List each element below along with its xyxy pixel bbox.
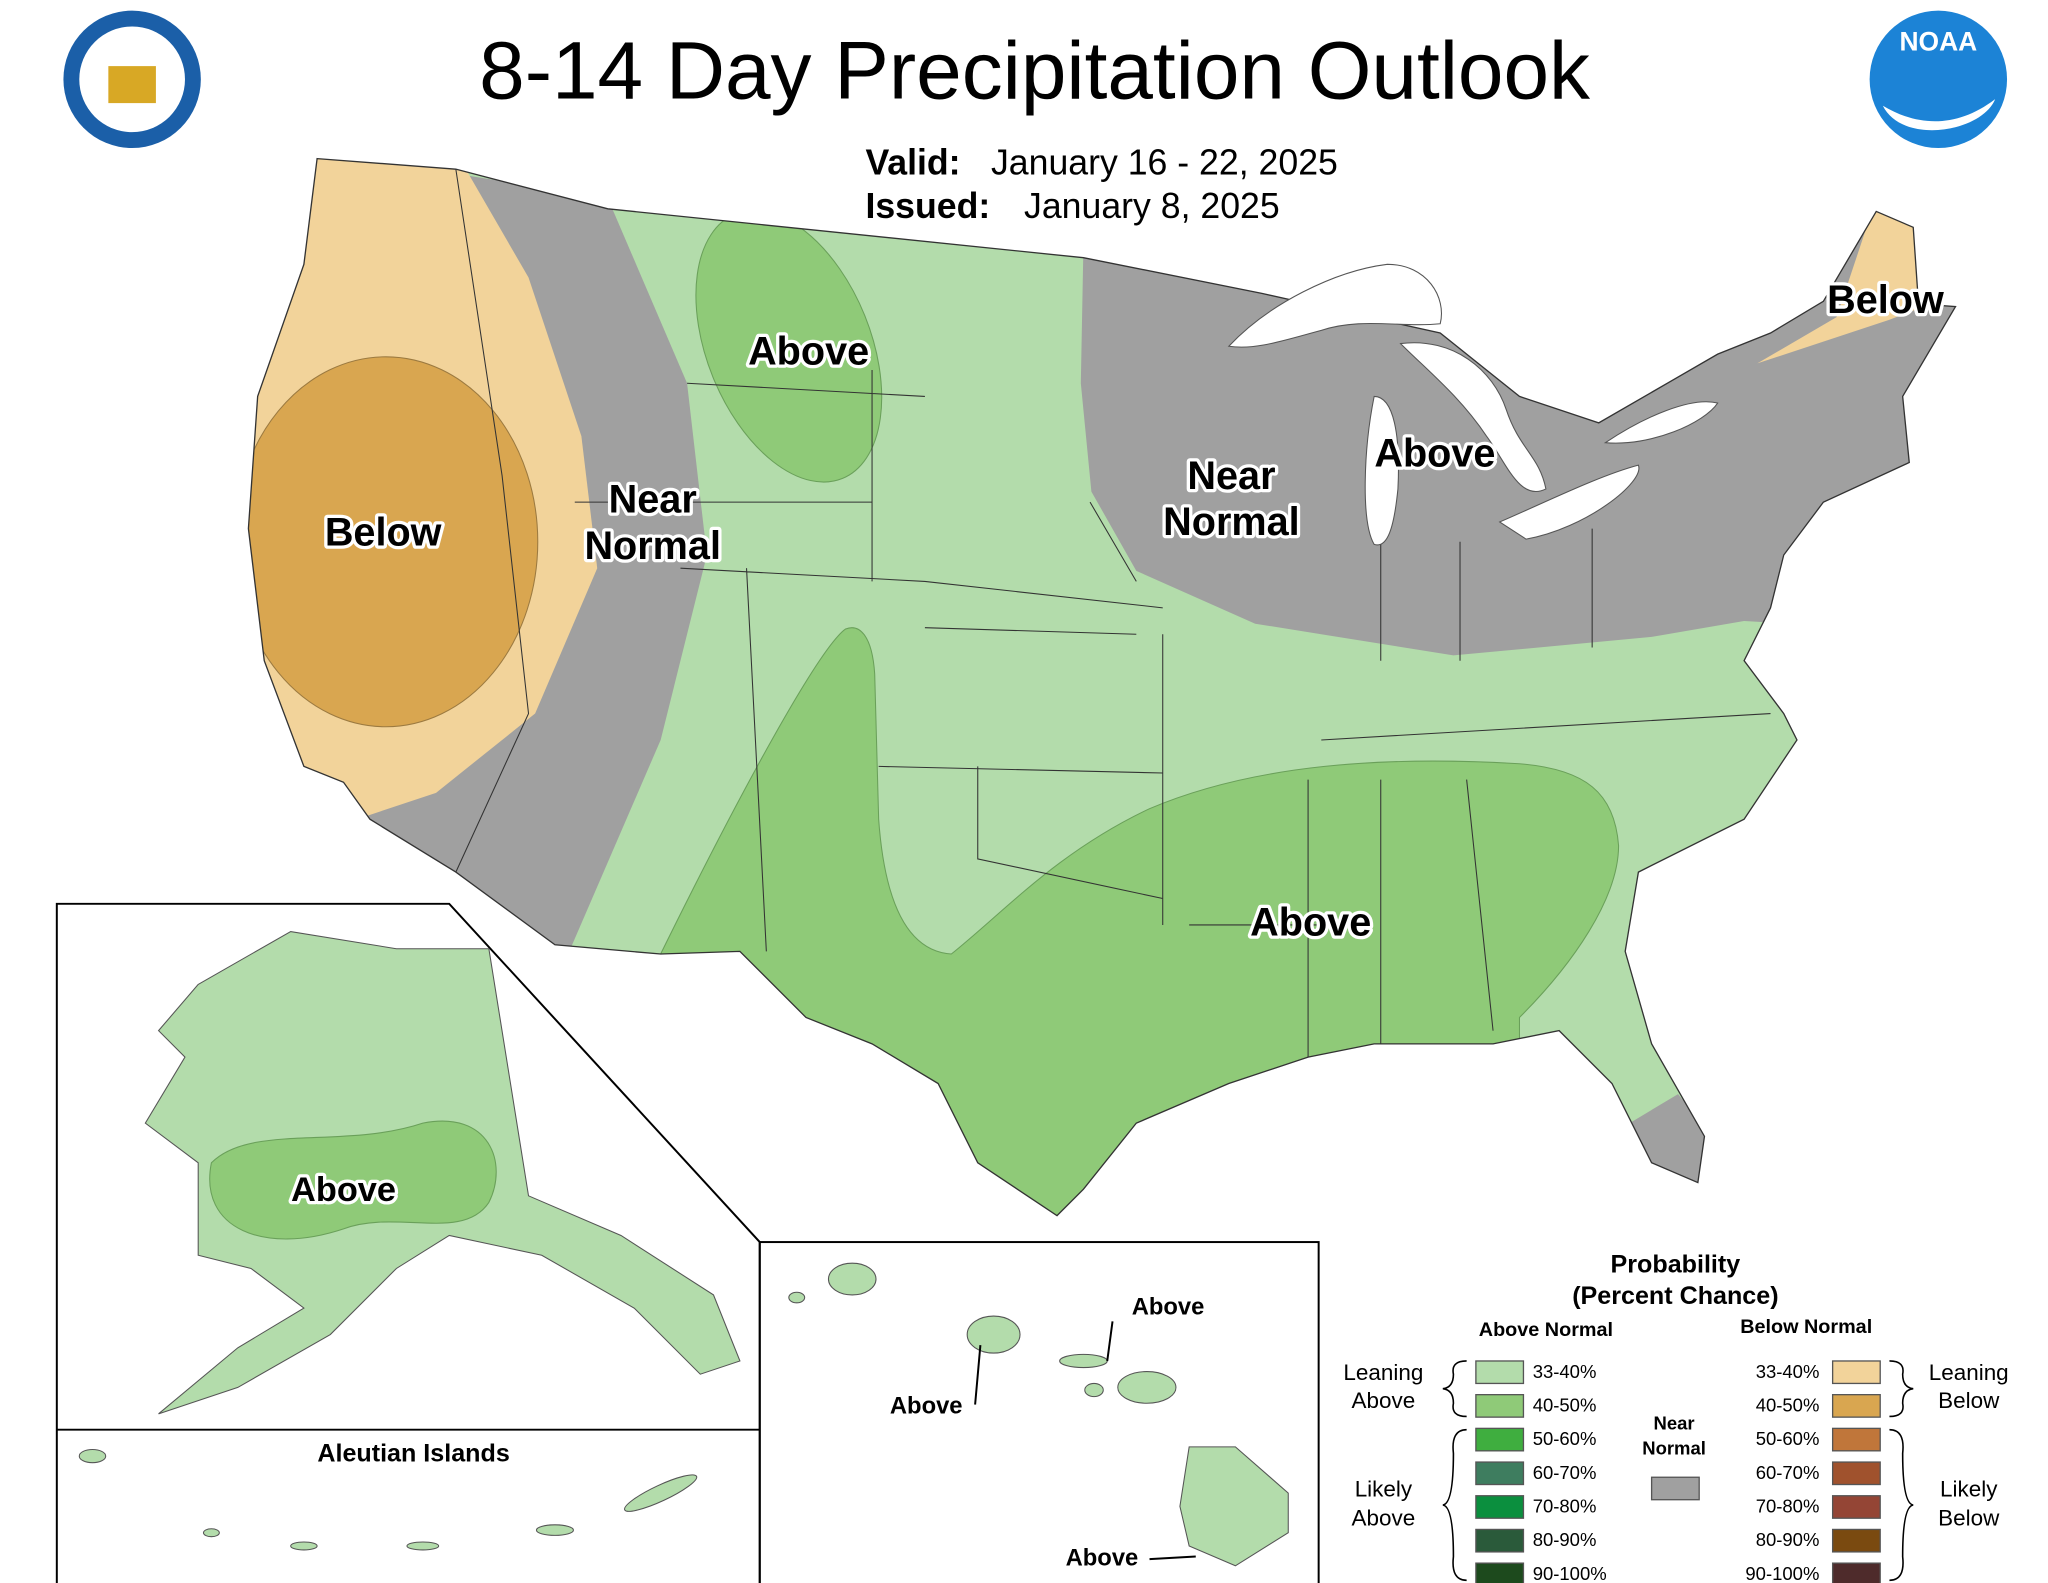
- region-label: Above: [890, 1393, 963, 1420]
- legend-bin: 90-100%: [1533, 1563, 1607, 1583]
- legend-bin: 60-70%: [1533, 1462, 1597, 1483]
- legend-swatch: [1831, 1562, 1881, 1583]
- legend-swatch: [1831, 1495, 1881, 1519]
- commerce-seal: [63, 10, 201, 149]
- legend-swatch: [1475, 1461, 1525, 1486]
- noaa-logo: NOAA: [1869, 10, 2008, 149]
- region-label: Above: [1066, 1544, 1139, 1571]
- legend-group-label: Above: [1352, 1505, 1416, 1530]
- legend-bin: 80-90%: [1533, 1529, 1597, 1550]
- legend: Probability (Percent Chance) Above Norma…: [1343, 1250, 2009, 1583]
- title: 8-14 Day Precipitation Outlook: [479, 25, 1591, 116]
- legend-bin: 40-50%: [1756, 1394, 1820, 1415]
- legend-bin: 33-40%: [1756, 1361, 1820, 1382]
- legend-bin: 33-40%: [1533, 1361, 1597, 1382]
- alaska-above-40-50: [209, 1120, 497, 1240]
- region-label: Near: [1187, 454, 1275, 498]
- legend-swatch: [1831, 1394, 1881, 1418]
- state-borders: [455, 169, 1771, 1058]
- region-label: Above: [1132, 1293, 1205, 1320]
- legend-near-normal: Normal: [1642, 1437, 1706, 1458]
- legend-group-label: Above: [1352, 1388, 1416, 1413]
- legend-title: (Percent Chance): [1572, 1282, 1778, 1310]
- legend-braces: [1442, 1360, 1914, 1582]
- legend-swatch: [1831, 1461, 1881, 1486]
- legend-heading: Above Normal: [1479, 1319, 1613, 1341]
- region-label: Below: [1827, 278, 1944, 322]
- legend-group-label: Likely: [1940, 1476, 1998, 1501]
- region-label: Near: [609, 478, 697, 522]
- region-label: Above: [291, 1171, 396, 1209]
- region-label: Below: [325, 511, 442, 555]
- legend-group-label: Leaning: [1343, 1360, 1423, 1385]
- legend-bin: 40-50%: [1533, 1394, 1597, 1415]
- us-outline: [247, 157, 1957, 1217]
- issued-date: January 8, 2025: [1024, 186, 1280, 226]
- legend-swatch: [1831, 1528, 1881, 1553]
- region-label: Normal: [584, 524, 721, 568]
- legend-title: Probability: [1611, 1250, 1741, 1278]
- legend-bin: 50-60%: [1756, 1428, 1820, 1449]
- valid-dates: January 16 - 22, 2025: [991, 143, 1338, 183]
- region-label: Normal: [1163, 500, 1300, 544]
- legend-bin: 80-90%: [1756, 1529, 1820, 1550]
- legend-bin: 70-80%: [1756, 1496, 1820, 1517]
- legend-swatch: [1475, 1495, 1525, 1519]
- region-label: Above: [748, 330, 869, 374]
- region-label: Above: [1250, 900, 1371, 944]
- legend-swatch: [1475, 1360, 1525, 1385]
- legend-swatch: [1475, 1562, 1525, 1583]
- legend-swatch: [1475, 1394, 1525, 1418]
- legend-swatch: [1831, 1427, 1881, 1452]
- below-40-50-area: [248, 356, 539, 728]
- legend-heading: Below Normal: [1740, 1316, 1872, 1338]
- legend-swatch: [1475, 1427, 1525, 1452]
- issued-label: Issued:: [865, 186, 990, 226]
- legend-swatch: [1650, 1476, 1700, 1501]
- noaa-wordmark: NOAA: [1899, 27, 1977, 57]
- region-label: Above: [1374, 431, 1495, 475]
- valid-label: Valid:: [865, 143, 960, 183]
- inset-title: Aleutian Islands: [317, 1439, 509, 1467]
- legend-bin: 90-100%: [1745, 1563, 1819, 1583]
- legend-group-label: Below: [1938, 1388, 2000, 1413]
- legend-group-label: Leaning: [1929, 1360, 2009, 1385]
- legend-bin: 60-70%: [1756, 1462, 1820, 1483]
- hawaii-inset-frame: [758, 1241, 1320, 1583]
- legend-bin: 50-60%: [1533, 1428, 1597, 1449]
- great-lakes: [1227, 263, 1719, 546]
- aleutian-islands: [78, 1448, 698, 1551]
- leader-lines: [974, 1321, 1196, 1561]
- legend-swatch: [1475, 1528, 1525, 1553]
- legend-group-label: Below: [1938, 1505, 2000, 1530]
- legend-bin: 70-80%: [1533, 1496, 1597, 1517]
- legend-near-normal: Near: [1654, 1412, 1695, 1433]
- hawaii-islands: [788, 1262, 1289, 1567]
- legend-group-label: Likely: [1355, 1476, 1413, 1501]
- legend-swatch: [1831, 1360, 1881, 1385]
